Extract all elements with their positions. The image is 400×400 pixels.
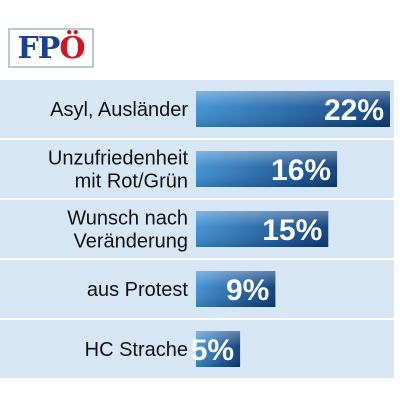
chart-value-label: 15% [262,214,322,247]
chart-category-label: Veränderung [73,231,188,253]
fpo-logo: FP Ö [8,28,94,68]
fpo-logo-text: FP Ö [17,30,86,66]
chart-category-label: Asyl, Ausländer [50,99,188,121]
chart-bar-shine [196,151,338,187]
chart-value-label: 9% [226,274,269,307]
chart-bar-shine [196,91,390,127]
chart-category-label: aus Protest [87,279,189,301]
chart-category-label: Wunsch nach [67,208,188,230]
chart-category-label: mit Rot/Grün [75,171,188,193]
chart-value-label: 5% [191,334,234,367]
chart-value-label: 22% [324,94,384,127]
chart-value-label: 16% [271,154,331,187]
chart-bar-shine [196,211,329,247]
chart-category-label: HC Strache [85,339,188,361]
chart-bar-shine [196,331,241,367]
chart-bar-shine [196,271,276,307]
chart-category-label: Unzufriedenheit [48,148,189,170]
